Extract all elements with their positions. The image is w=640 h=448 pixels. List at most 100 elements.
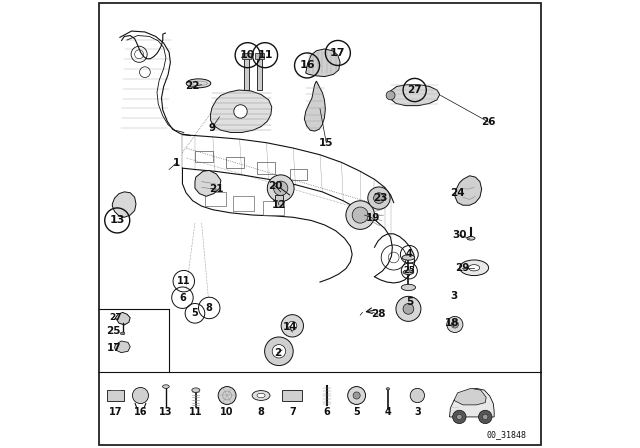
Text: 23: 23 [373, 193, 388, 203]
Text: 4: 4 [406, 250, 413, 259]
Text: 4: 4 [385, 408, 391, 418]
Circle shape [353, 392, 360, 399]
Circle shape [374, 193, 384, 203]
Text: 16: 16 [134, 408, 147, 418]
Polygon shape [305, 81, 325, 131]
Circle shape [410, 388, 424, 403]
Circle shape [273, 181, 288, 195]
Circle shape [346, 201, 374, 229]
Ellipse shape [386, 388, 390, 390]
Polygon shape [211, 90, 272, 133]
Bar [244, 56, 249, 90]
Ellipse shape [460, 260, 488, 276]
Text: 10: 10 [220, 408, 234, 418]
Bar [275, 194, 284, 207]
Circle shape [352, 207, 368, 223]
Circle shape [403, 303, 414, 314]
Text: 11: 11 [257, 50, 273, 60]
Circle shape [268, 175, 294, 202]
Circle shape [281, 314, 303, 337]
Text: 6: 6 [323, 408, 330, 418]
Text: 14: 14 [282, 322, 297, 332]
Text: 25: 25 [106, 326, 121, 336]
Bar [242, 53, 251, 59]
Polygon shape [115, 312, 130, 325]
Ellipse shape [467, 237, 475, 240]
Text: 7: 7 [289, 408, 296, 418]
Circle shape [396, 296, 421, 321]
Text: 27: 27 [109, 313, 122, 322]
Text: 29: 29 [455, 263, 469, 273]
Text: 9: 9 [209, 123, 216, 133]
Circle shape [132, 388, 148, 404]
Text: 18: 18 [445, 318, 459, 328]
Text: 13: 13 [109, 215, 125, 225]
Circle shape [447, 316, 463, 332]
Text: 15: 15 [319, 138, 333, 148]
Text: 19: 19 [365, 213, 380, 223]
Circle shape [234, 105, 247, 118]
Circle shape [272, 345, 285, 358]
Circle shape [368, 187, 390, 209]
Circle shape [264, 337, 293, 366]
Bar [263, 201, 284, 215]
Polygon shape [115, 341, 130, 353]
Text: 5: 5 [353, 408, 360, 418]
Polygon shape [389, 85, 440, 106]
Circle shape [479, 410, 492, 424]
Circle shape [386, 91, 395, 100]
Text: 27: 27 [408, 85, 422, 95]
Text: 5: 5 [191, 308, 198, 319]
Polygon shape [306, 49, 340, 77]
Ellipse shape [257, 393, 265, 398]
Ellipse shape [402, 255, 415, 260]
Text: 24: 24 [451, 188, 465, 198]
Text: 17: 17 [330, 48, 346, 58]
Bar [257, 56, 262, 90]
Ellipse shape [192, 388, 200, 392]
Bar [255, 53, 264, 59]
Text: 17: 17 [109, 408, 122, 418]
Ellipse shape [163, 385, 169, 388]
Circle shape [348, 387, 365, 405]
Text: 00_31848: 00_31848 [486, 430, 526, 439]
Text: 6: 6 [179, 293, 186, 303]
Text: 10: 10 [240, 50, 255, 60]
Polygon shape [195, 170, 221, 196]
Bar [106, 390, 124, 401]
Text: 16: 16 [300, 60, 315, 70]
Polygon shape [454, 388, 486, 405]
Text: 30: 30 [452, 230, 467, 240]
Polygon shape [449, 388, 494, 417]
Ellipse shape [403, 270, 414, 275]
Text: 21: 21 [209, 184, 223, 194]
Ellipse shape [252, 391, 270, 401]
Text: 2: 2 [274, 348, 281, 358]
Text: 26: 26 [481, 117, 496, 127]
Bar [205, 192, 226, 206]
Bar [282, 390, 302, 401]
Circle shape [483, 414, 488, 420]
Text: 1: 1 [173, 158, 180, 168]
Circle shape [218, 387, 236, 405]
Text: 3: 3 [451, 291, 458, 302]
Text: 3: 3 [414, 408, 420, 418]
Text: 5: 5 [406, 297, 413, 307]
Text: 12: 12 [271, 200, 286, 210]
Text: 25: 25 [403, 267, 415, 276]
Ellipse shape [120, 332, 125, 335]
Text: 13: 13 [159, 408, 173, 418]
Text: 20: 20 [268, 181, 283, 191]
Circle shape [452, 410, 466, 424]
Text: 11: 11 [189, 408, 203, 418]
Text: 8: 8 [258, 408, 264, 418]
Bar [233, 196, 254, 211]
Circle shape [457, 414, 462, 420]
Circle shape [451, 321, 458, 328]
Ellipse shape [468, 265, 479, 271]
Polygon shape [113, 192, 136, 217]
Text: 11: 11 [177, 276, 191, 286]
Polygon shape [455, 176, 482, 205]
Text: 17: 17 [106, 343, 121, 353]
Ellipse shape [401, 284, 415, 291]
